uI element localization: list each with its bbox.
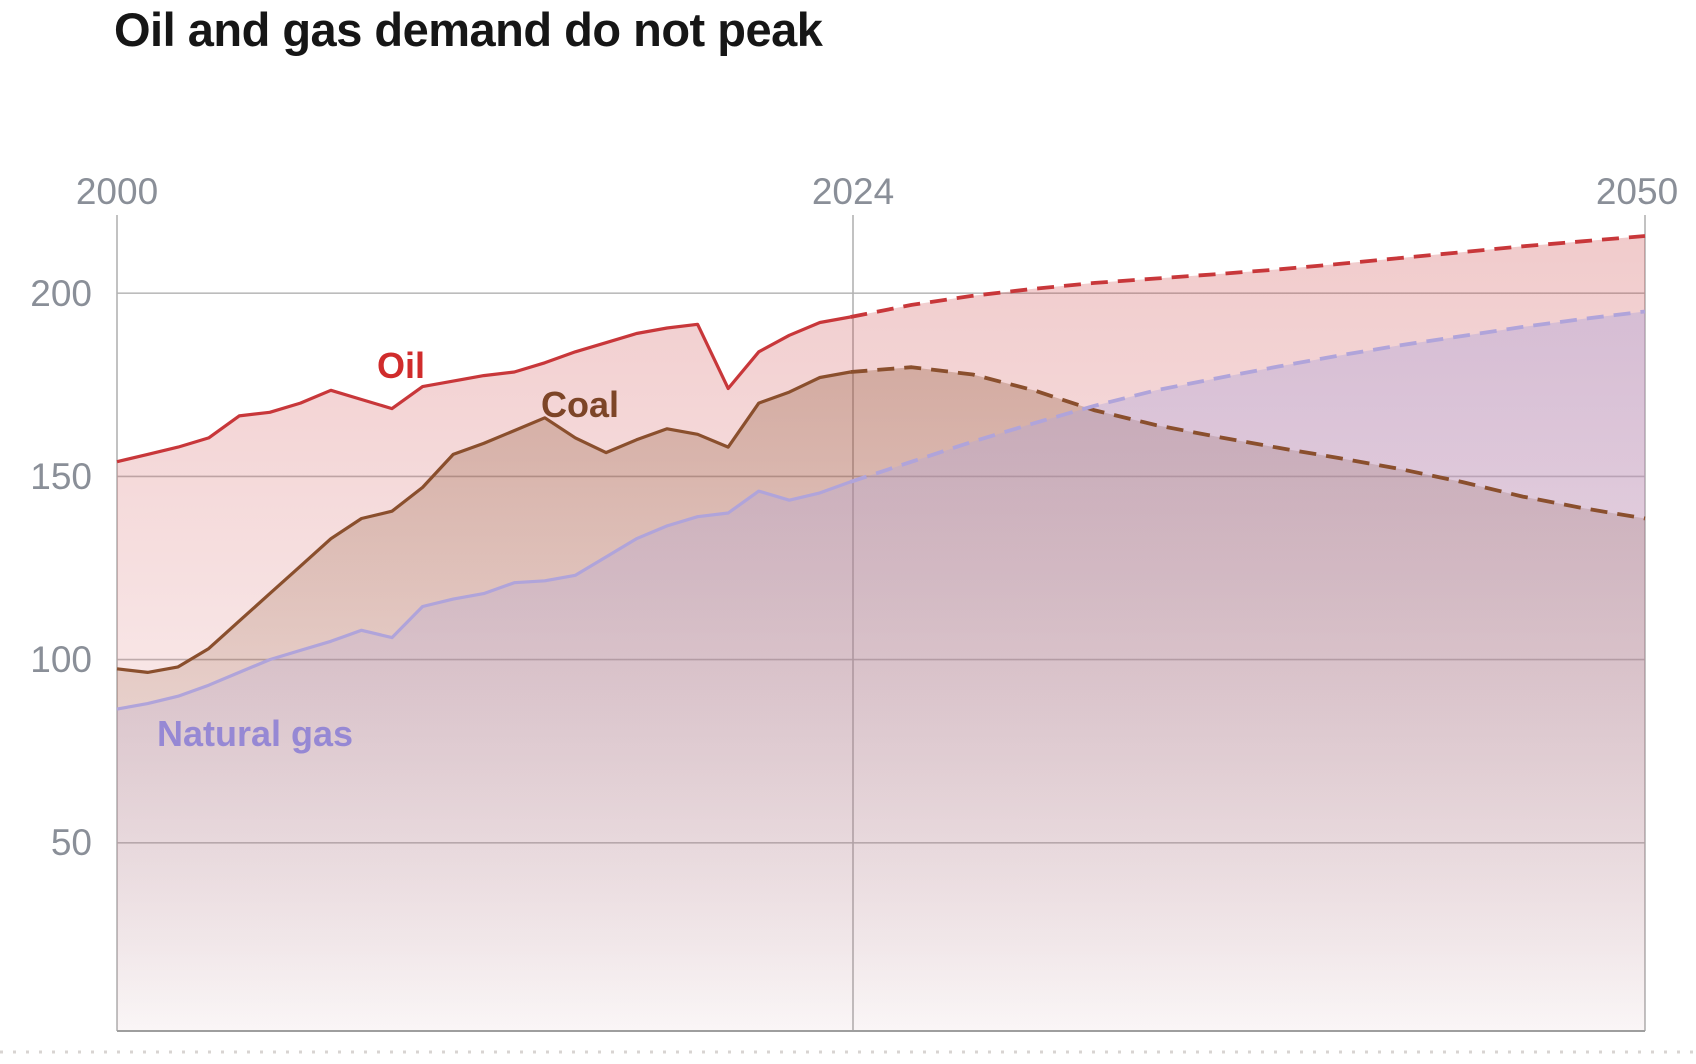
y-tick-50: 50 — [51, 822, 92, 863]
chart-title: Oil and gas demand do not peak — [114, 3, 823, 56]
natural-gas-area — [117, 311, 1645, 1031]
natural-gas-label: Natural gas — [157, 713, 353, 754]
y-tick-200: 200 — [30, 273, 92, 314]
y-tick-150: 150 — [30, 456, 92, 497]
series-lines — [116, 234, 1646, 711]
coal-label: Coal — [541, 384, 619, 425]
oil-line-history — [116, 315, 851, 464]
natural-gas-line-history — [116, 480, 851, 711]
coal-line-history — [116, 370, 851, 674]
x-tick-2000: 2000 — [76, 171, 158, 212]
y-tick-labels: 200 150 100 50 — [30, 273, 92, 863]
series-areas — [117, 236, 1645, 1031]
x-tick-2024: 2024 — [812, 171, 894, 212]
x-tick-2050: 2050 — [1596, 171, 1678, 212]
y-tick-100: 100 — [30, 639, 92, 680]
oil-label: Oil — [377, 345, 425, 386]
x-tick-labels: 2000 2024 2050 — [76, 171, 1678, 212]
coal-line-projection — [850, 365, 1646, 521]
natural-gas-line-projection — [849, 309, 1646, 484]
series-labels: Oil Coal Natural gas — [157, 345, 619, 754]
